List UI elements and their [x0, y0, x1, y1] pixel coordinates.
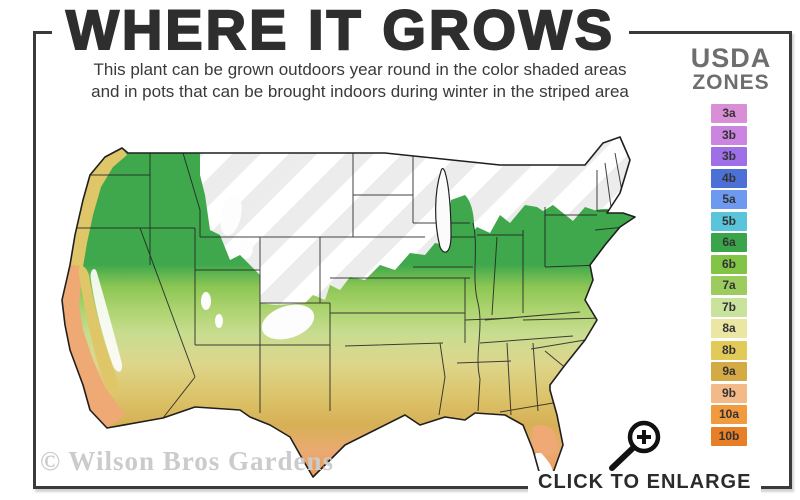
utah-white-patch: [215, 314, 223, 328]
lower-michigan-green: [449, 195, 475, 255]
new-england-green: [593, 208, 631, 231]
florida-tip-white: [535, 453, 553, 475]
pacific-northwest-coast-gold: [70, 148, 127, 267]
legend-zone-3b-1: 3b: [711, 125, 747, 145]
us-outline: [61, 136, 636, 478]
florida-peach-zone: [532, 425, 558, 456]
zoom-in-icon[interactable]: [604, 412, 662, 474]
click-to-enlarge-button[interactable]: CLICK TO ENLARGE: [528, 471, 762, 494]
subtitle: This plant can be grown outdoors year ro…: [60, 59, 660, 103]
legend-zone-4b-3: 4b: [711, 168, 747, 188]
sierra-nevada-white: [90, 269, 123, 372]
subtitle-line-2: and in pots that can be brought indoors …: [91, 82, 629, 101]
legend-title-usda: USDA: [690, 43, 772, 73]
nevada-white-patch: [201, 292, 211, 310]
legend-zone-9b-13: 9b: [711, 383, 747, 403]
legend-zone-6b-7: 6b: [711, 254, 747, 274]
subtitle-line-1: This plant can be grown outdoors year ro…: [93, 60, 627, 79]
watermark: © Wilson Bros Gardens: [40, 446, 334, 476]
legend-title: USDA ZONES: [686, 44, 776, 94]
legend-zone-10b-15: 10b: [711, 426, 747, 446]
legend-title-zones: ZONES: [692, 71, 770, 94]
legend-zone-3b-2: 3b: [711, 147, 747, 166]
legend-zone-6a-6: 6a: [711, 233, 747, 252]
rockies-white-patch: [261, 304, 315, 340]
legend-zone-10a-14: 10a: [711, 405, 747, 424]
legend-zone-8b-11: 8b: [711, 340, 747, 360]
legend-zone-3a-0: 3a: [711, 104, 747, 123]
california-coast-peach: [62, 265, 125, 428]
legend-zone-5a-4: 5a: [711, 190, 747, 209]
legend-zone-8a-10: 8a: [711, 319, 747, 338]
usda-zone-map[interactable]: [45, 115, 665, 480]
lake-michigan: [435, 167, 452, 253]
legend-zone-5b-5: 5b: [711, 211, 747, 231]
legend-zone-7b-9: 7b: [711, 297, 747, 317]
idaho-white-patch-2: [239, 235, 253, 259]
page-title: WHERE IT GROWS: [52, 0, 630, 62]
state-borders: [63, 152, 630, 419]
striped-area: [200, 137, 630, 305]
legend-zone-7a-8: 7a: [711, 276, 747, 295]
california-central-valley-gold: [78, 266, 119, 397]
idaho-white-patch: [220, 194, 242, 236]
legend-zones: 3a 3b 3b 4b 5a 5b 6a 6b 7a 7b 8a 8b 9a 9b 10a 10b: [711, 104, 747, 448]
legend-zone-9a-12: 9a: [711, 362, 747, 381]
us-map-svg: [61, 136, 636, 478]
